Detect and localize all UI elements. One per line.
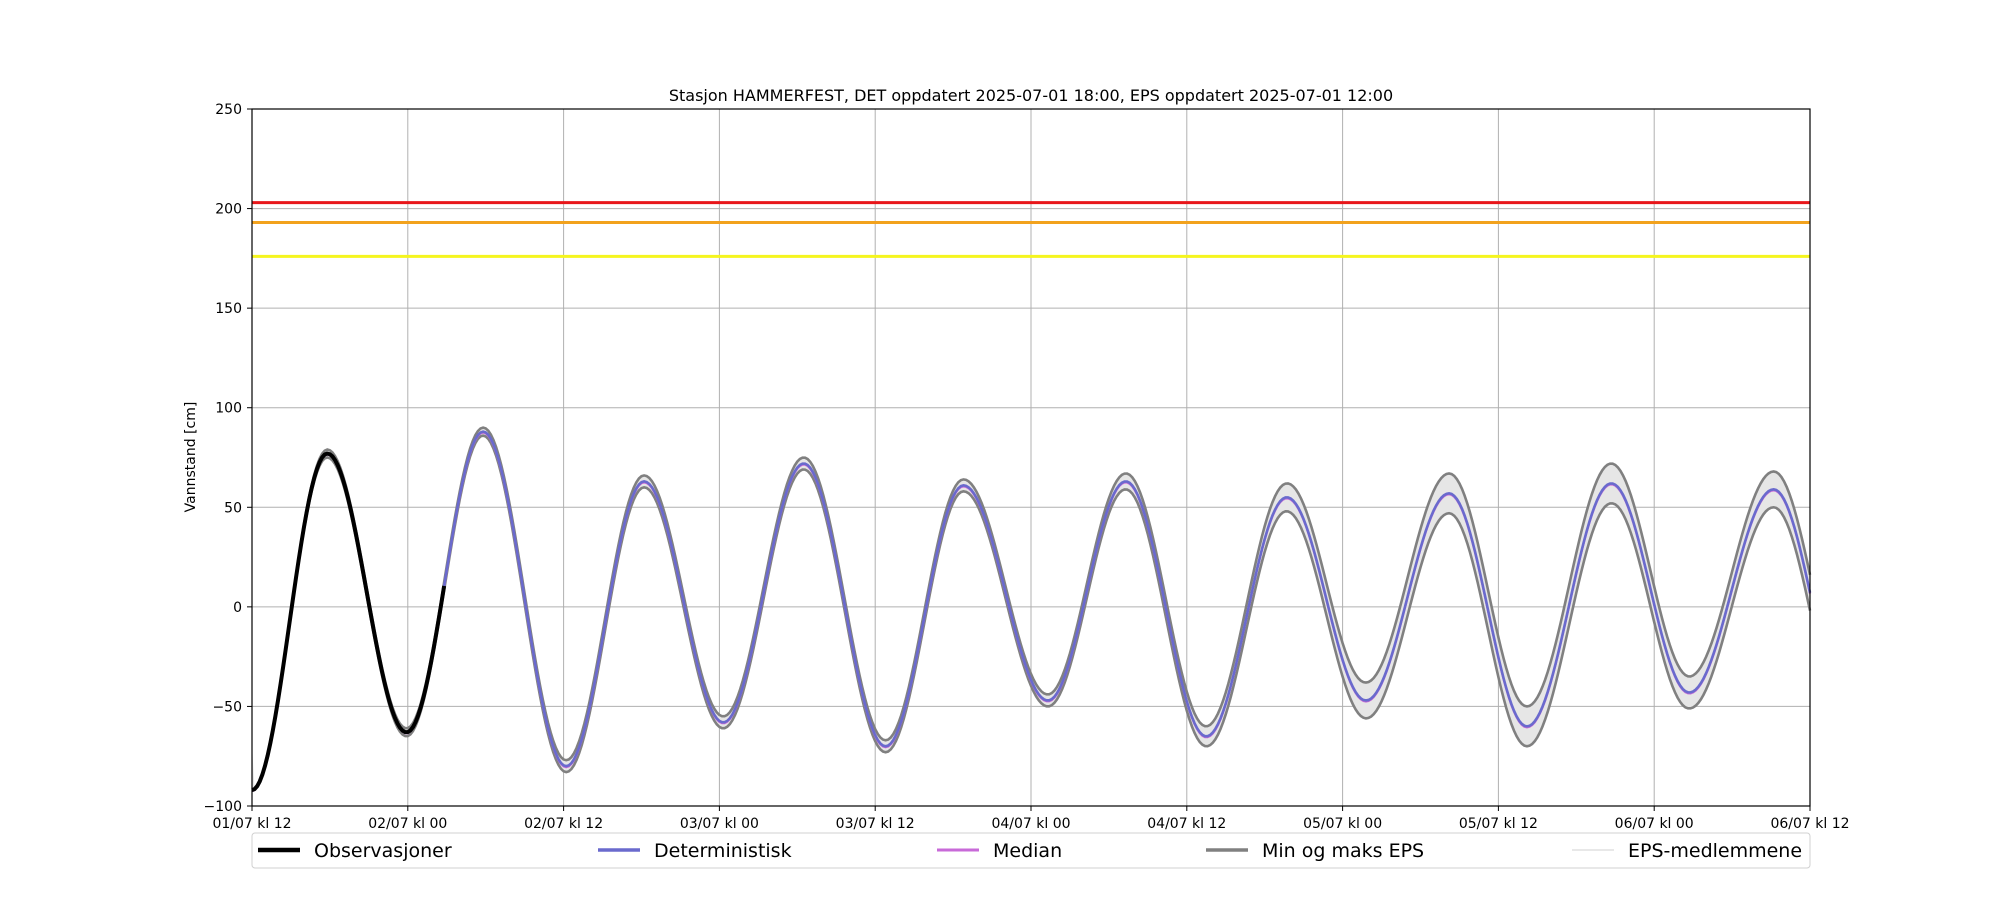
x-tick-label: 03/07 kl 00 [680, 816, 759, 832]
observations-line [251, 451, 447, 792]
series-layer [251, 426, 1812, 793]
legend-box [251, 832, 1811, 869]
x-tick-label: 02/07 kl 00 [368, 816, 447, 832]
x-tick-label: 05/07 kl 00 [1303, 816, 1382, 832]
chart-title: Stasjon HAMMERFEST, DET oppdatert 2025-0… [669, 86, 1393, 105]
x-tick-label: 04/07 kl 12 [1147, 816, 1226, 832]
legend-label: Min og maks EPS [1262, 840, 1424, 862]
y-tick-label: 150 [215, 301, 242, 317]
x-tick-label: 06/07 kl 00 [1615, 816, 1694, 832]
y-tick-label: 100 [215, 401, 242, 417]
x-tick-label: 01/07 kl 12 [212, 816, 291, 832]
x-tick-label: 06/07 kl 12 [1770, 816, 1849, 832]
y-tick-label: 200 [215, 202, 242, 218]
deterministic-line [251, 430, 1812, 792]
y-tick-label: −100 [204, 799, 242, 815]
y-tick-label: 50 [224, 500, 242, 516]
legend-label: EPS-medlemmene [1628, 840, 1802, 862]
x-tick-label: 05/07 kl 12 [1459, 816, 1538, 832]
threshold-lines [252, 201, 1810, 258]
y-tick-label: 0 [233, 600, 242, 616]
y-axis-label: Vannstand [cm] [183, 402, 199, 513]
x-tick-label: 03/07 kl 12 [836, 816, 915, 832]
x-tick-label: 04/07 kl 00 [991, 816, 1070, 832]
legend: Observasjoner Deterministisk Median Min og … [251, 832, 1811, 869]
x-tick-label: 02/07 kl 12 [524, 816, 603, 832]
y-tick-label: 250 [215, 102, 242, 118]
y-tick-label: −50 [212, 699, 242, 715]
legend-label: Median [993, 840, 1062, 862]
legend-label: Observasjoner [314, 840, 452, 862]
legend-label: Deterministisk [654, 840, 792, 862]
grid [251, 108, 1811, 807]
